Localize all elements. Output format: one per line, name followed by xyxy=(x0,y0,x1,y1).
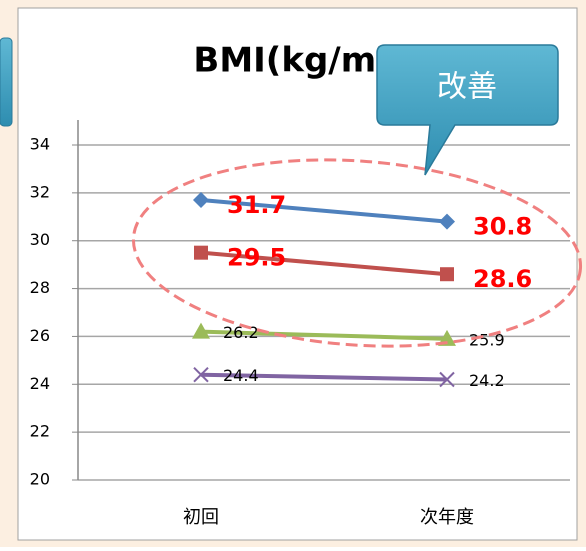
series-line xyxy=(200,329,448,341)
data-label: 24.2 xyxy=(469,371,505,390)
chart-title: BMI(kg/m²) xyxy=(193,41,406,81)
y-tick-label: 22 xyxy=(30,422,50,441)
callout-text: 改善 xyxy=(437,70,497,105)
y-tick-label: 24 xyxy=(30,374,50,393)
y-tick-label: 20 xyxy=(30,470,50,489)
series-line xyxy=(200,372,448,382)
x-tick-label: 初回 xyxy=(183,507,219,528)
marker xyxy=(439,371,455,388)
x-tick-label: 次年度 xyxy=(420,507,474,528)
marker xyxy=(194,245,208,260)
marker xyxy=(192,322,210,339)
data-label: 31.7 xyxy=(227,191,286,219)
data-label: 28.6 xyxy=(473,265,532,293)
side-tab xyxy=(0,37,13,127)
series-line xyxy=(200,198,448,224)
y-tick-label: 28 xyxy=(30,278,50,297)
y-tick-label: 30 xyxy=(30,230,50,249)
y-tick-label: 32 xyxy=(30,182,50,201)
series-line xyxy=(200,250,448,277)
marker xyxy=(440,267,454,282)
y-tick-label: 34 xyxy=(30,135,50,154)
data-label: 25.9 xyxy=(469,330,505,349)
y-tick-label: 26 xyxy=(30,326,50,345)
highlight-ellipse xyxy=(131,158,583,348)
marker xyxy=(193,192,209,209)
marker xyxy=(193,367,209,383)
callout xyxy=(376,44,559,176)
marker xyxy=(439,213,455,230)
data-label: 29.5 xyxy=(227,244,286,272)
data-label: 24.4 xyxy=(223,366,259,385)
data-label: 30.8 xyxy=(473,213,532,241)
